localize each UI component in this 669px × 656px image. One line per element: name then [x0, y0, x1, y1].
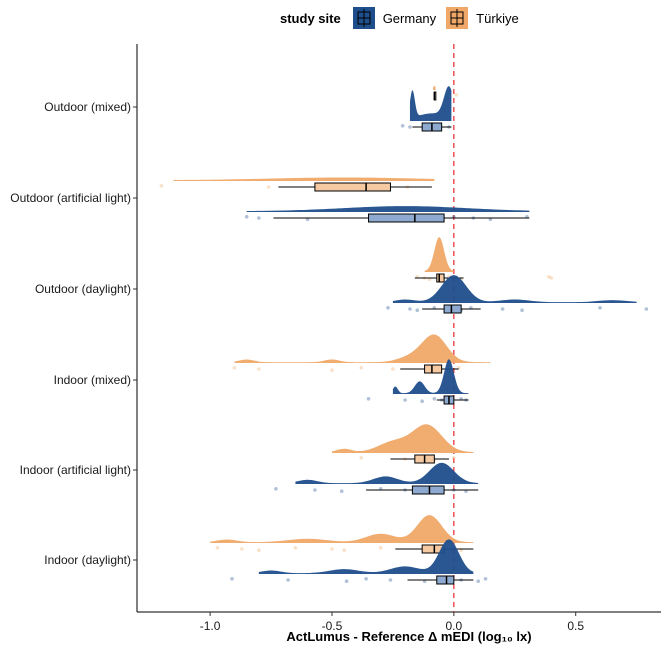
density-cloud-turkiye [210, 515, 474, 543]
data-point-germany [366, 397, 371, 401]
density-cloud-germany [246, 206, 530, 212]
density-cloud-germany [295, 462, 479, 484]
data-point-turkiye [215, 546, 220, 550]
density-cloud-turkiye [424, 237, 454, 272]
data-point-turkiye [240, 547, 244, 551]
data-point-germany [257, 216, 261, 220]
data-point-germany [244, 215, 249, 219]
box-germany [411, 485, 445, 495]
data-point-germany [415, 308, 420, 313]
y-tick-label: Indoor (mixed) [54, 373, 131, 387]
y-tick-label: Outdoor (mixed) [44, 100, 131, 114]
box-germany [368, 213, 445, 223]
x-tick-label: -0.5 [322, 619, 343, 633]
legend: study site Germany Türkiye [280, 6, 529, 30]
data-point-turkiye [454, 93, 459, 97]
data-point-turkiye [391, 367, 395, 371]
data-point-turkiye [330, 368, 334, 373]
legend-key-germany [352, 7, 375, 29]
data-point-turkiye [549, 276, 554, 280]
box-turkiye [436, 273, 445, 283]
data-point-turkiye [232, 366, 237, 370]
data-point-germany [420, 399, 424, 404]
data-point-germany [344, 579, 349, 583]
legend-label-turkiye: Türkiye [476, 10, 519, 26]
x-axis-title: ActLumus - Reference Δ mEDI (log₁₀ lx) [286, 629, 531, 644]
data-point-germany [286, 578, 290, 582]
density-cloud-turkiye [433, 85, 436, 90]
data-point-germany [364, 577, 368, 581]
data-point-germany [388, 578, 393, 582]
data-point-germany [432, 397, 437, 401]
data-point-turkiye [330, 547, 334, 551]
data-point-germany [408, 125, 412, 129]
data-point-germany [386, 306, 390, 310]
density-cloud-germany [392, 274, 637, 303]
y-tick-label: Indoor (artificial light) [20, 463, 131, 477]
legend-key-turkiye [446, 7, 469, 29]
data-point-turkiye [159, 184, 164, 188]
legend-item-germany: Germany [352, 7, 437, 29]
x-tick-label: -1.0 [200, 619, 221, 633]
data-point-germany [644, 307, 649, 311]
density-cloud-turkiye [331, 424, 474, 453]
box-germany [443, 304, 462, 314]
data-point-germany [230, 577, 234, 581]
density-cloud-germany [392, 359, 469, 394]
density-cloud-turkiye [234, 334, 491, 363]
data-point-germany [598, 306, 602, 310]
data-point-germany [339, 489, 344, 494]
data-point-turkiye [257, 367, 261, 371]
data-point-turkiye [378, 546, 383, 550]
y-tick-label: Outdoor (daylight) [35, 282, 131, 296]
data-point-germany [400, 124, 405, 128]
density-cloud-turkiye [173, 177, 435, 181]
data-point-turkiye [293, 546, 298, 550]
y-tick-label: Indoor (daylight) [44, 553, 131, 567]
data-point-turkiye [342, 548, 346, 552]
box-turkiye [314, 182, 391, 192]
legend-label-germany: Germany [382, 10, 437, 26]
data-point-turkiye [547, 275, 551, 279]
legend-item-turkiye: Türkiye [446, 7, 519, 29]
box-turkiye [424, 364, 443, 374]
data-point-turkiye [257, 548, 261, 552]
data-point-germany [520, 308, 524, 313]
x-tick-label: 0.5 [567, 619, 584, 633]
legend-title: study site [280, 10, 341, 26]
y-tick-label: Outdoor (artificial light) [10, 191, 131, 205]
box-germany [436, 575, 455, 585]
data-point-germany [408, 307, 412, 311]
data-point-germany [274, 487, 278, 491]
data-point-germany [313, 488, 317, 492]
density-cloud-germany [258, 539, 474, 574]
data-point-turkiye [266, 185, 271, 189]
data-point-germany [403, 398, 407, 402]
density-cloud-germany [409, 86, 452, 121]
data-point-germany [483, 577, 488, 581]
data-point-germany [476, 579, 481, 583]
data-point-turkiye [359, 456, 364, 460]
data-point-turkiye [452, 456, 456, 460]
data-point-turkiye [359, 366, 364, 370]
data-point-germany [500, 307, 505, 311]
x-tick-label: 0.0 [445, 619, 462, 633]
